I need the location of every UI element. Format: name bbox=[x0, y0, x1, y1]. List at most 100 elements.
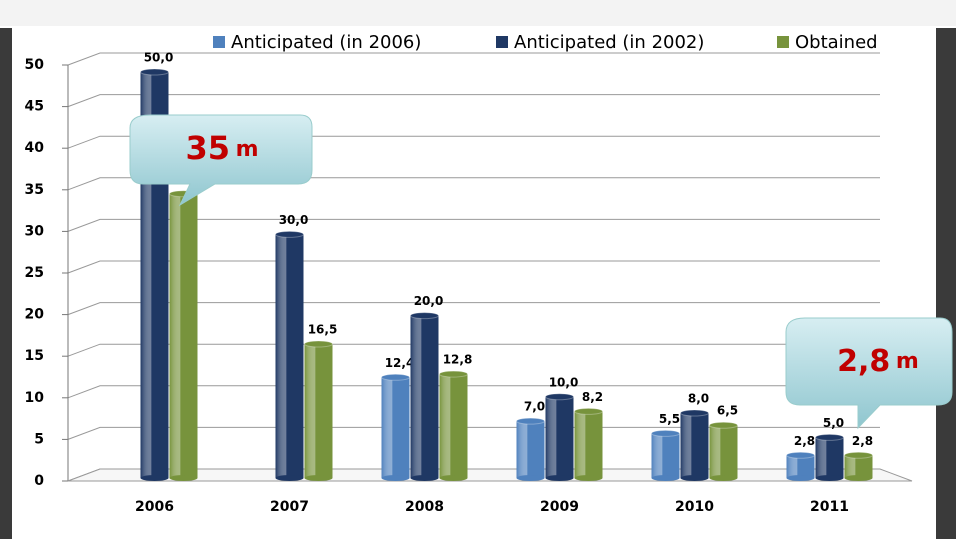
y-tick-label: 25 bbox=[25, 265, 44, 281]
left-border bbox=[0, 28, 12, 539]
x-tick-label: 2009 bbox=[540, 499, 579, 515]
bar-shade bbox=[786, 455, 815, 478]
bar-base bbox=[169, 475, 198, 481]
bar-shade bbox=[815, 437, 844, 478]
bar bbox=[275, 230, 304, 481]
value-label: 5,0 bbox=[823, 416, 844, 430]
callout-bubble bbox=[785, 317, 953, 430]
bar-base bbox=[680, 475, 709, 481]
bar-top bbox=[516, 417, 545, 425]
bar-top bbox=[574, 407, 603, 415]
value-label: 2,8 bbox=[852, 434, 873, 448]
bar-base bbox=[410, 475, 439, 481]
bar bbox=[169, 190, 198, 481]
callout-text: 2,8 m bbox=[837, 344, 919, 379]
bar-base bbox=[709, 475, 738, 481]
value-label: 20,0 bbox=[414, 294, 444, 308]
bar-top bbox=[410, 312, 439, 320]
grid-line bbox=[67, 426, 880, 440]
value-label: 8,0 bbox=[688, 392, 709, 406]
y-tick-label: 15 bbox=[25, 348, 44, 364]
bar-top bbox=[709, 421, 738, 429]
x-tick-label: 2007 bbox=[270, 499, 309, 515]
top-strip bbox=[0, 0, 956, 26]
bar-top bbox=[680, 409, 709, 417]
bar-shade bbox=[680, 413, 709, 478]
bar-shade bbox=[651, 433, 680, 478]
bar-base bbox=[439, 475, 468, 481]
bar bbox=[439, 370, 468, 481]
bar-base bbox=[516, 475, 545, 481]
legend-label: Anticipated (in 2002) bbox=[514, 32, 704, 53]
value-label: 5,5 bbox=[659, 412, 680, 426]
callout-text: 35 m bbox=[185, 129, 258, 167]
legend-label: Obtained bbox=[795, 32, 878, 53]
y-tick-label: 35 bbox=[25, 182, 44, 198]
grid-line bbox=[67, 385, 880, 399]
y-tick-label: 10 bbox=[25, 390, 45, 406]
y-tick-label: 30 bbox=[25, 223, 45, 239]
grid-line bbox=[67, 218, 880, 232]
bar bbox=[680, 409, 709, 481]
bar-top bbox=[651, 429, 680, 437]
bar bbox=[844, 451, 873, 481]
x-tick-label: 2008 bbox=[405, 499, 444, 515]
grid-line bbox=[67, 260, 880, 274]
bar-shade bbox=[275, 234, 304, 478]
value-label: 10,0 bbox=[549, 375, 579, 389]
y-tick-label: 5 bbox=[34, 431, 44, 447]
bar-base bbox=[275, 475, 304, 481]
bar-shade bbox=[574, 411, 603, 478]
value-label: 2,8 bbox=[794, 434, 815, 448]
grid-line bbox=[67, 52, 880, 66]
bar bbox=[786, 451, 815, 481]
bar-shade bbox=[381, 377, 410, 478]
bar-shade bbox=[169, 193, 198, 479]
value-label: 50,0 bbox=[144, 51, 174, 65]
bar-shade bbox=[709, 425, 738, 478]
y-tick-label: 0 bbox=[34, 473, 44, 489]
x-tick-label: 2006 bbox=[135, 499, 174, 515]
bar-base bbox=[786, 475, 815, 481]
bar bbox=[410, 312, 439, 481]
bar bbox=[545, 393, 574, 481]
legend-swatch bbox=[496, 36, 508, 48]
bar-top bbox=[275, 230, 304, 238]
bar-shade bbox=[304, 344, 333, 478]
value-label: 16,5 bbox=[308, 323, 338, 337]
bar-base bbox=[651, 475, 680, 481]
bar-base bbox=[304, 475, 333, 481]
value-label: 8,2 bbox=[582, 390, 603, 404]
y-tick-label: 40 bbox=[25, 140, 45, 156]
x-tick-label: 2010 bbox=[675, 499, 714, 515]
callout: 35 m bbox=[129, 114, 313, 207]
bars: 50,0 30,0 16,5 12,4 20,0 12,8 7,0 10,08,2 5,5 8,0… bbox=[140, 51, 873, 481]
callout: 2,8 m bbox=[785, 317, 953, 430]
bar-base bbox=[381, 475, 410, 481]
grid-line bbox=[67, 343, 880, 357]
bar-top bbox=[439, 370, 468, 378]
value-label: 12,8 bbox=[443, 353, 473, 367]
y-tick-label: 50 bbox=[25, 57, 45, 73]
value-label: 12,4 bbox=[385, 356, 415, 370]
bar-top bbox=[304, 340, 333, 348]
bar-top bbox=[815, 433, 844, 441]
bar-top bbox=[140, 68, 169, 76]
bar bbox=[651, 429, 680, 481]
bar-top bbox=[786, 451, 815, 459]
y-tick-label: 45 bbox=[25, 99, 44, 115]
callout-bubble bbox=[129, 114, 313, 207]
bar-base bbox=[844, 475, 873, 481]
x-tick-label: 2011 bbox=[810, 499, 849, 515]
bar-shade bbox=[516, 421, 545, 478]
bar bbox=[304, 340, 333, 481]
bar bbox=[381, 373, 410, 481]
grid-line bbox=[67, 135, 880, 149]
value-label: 7,0 bbox=[524, 400, 545, 414]
bar-shade bbox=[439, 374, 468, 478]
value-label: 6,5 bbox=[717, 404, 738, 418]
bar-base bbox=[815, 475, 844, 481]
legend: Anticipated (in 2006) Anticipated (in 20… bbox=[213, 32, 878, 53]
legend-swatch bbox=[213, 36, 225, 48]
